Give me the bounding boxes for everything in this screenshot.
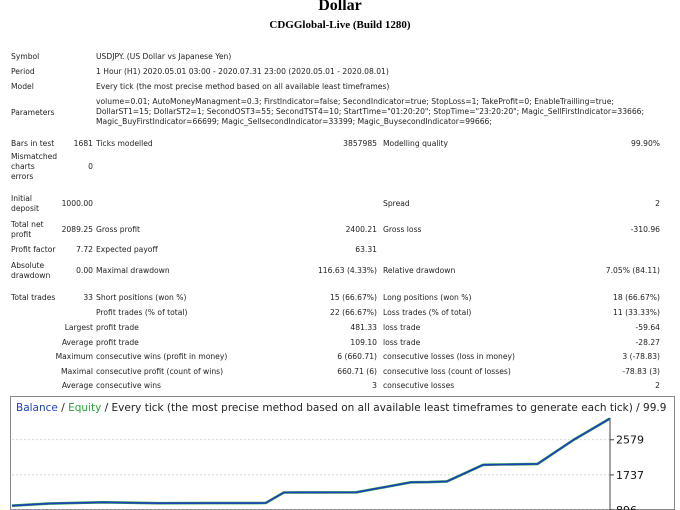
avg-profit-label: profit trade — [96, 338, 139, 347]
max-dd-label: Maximal drawdown — [96, 266, 170, 275]
short-value: 15 (66.67%) — [330, 293, 377, 302]
gross-loss-value: -310.96 — [630, 225, 660, 234]
deposit-value: 1000.00 — [61, 199, 93, 208]
spread-label: Spread — [383, 199, 410, 208]
maximal-loss-value: -78.83 (3) — [622, 367, 660, 376]
avg-losses-value: 2 — [655, 381, 660, 390]
model-value: Every tick (the most precise method base… — [96, 82, 390, 91]
trades-value: 33 — [83, 293, 93, 302]
profit-trades-value: 22 (66.67%) — [330, 308, 377, 317]
avg-loss-label: loss trade — [383, 338, 421, 347]
deposit-label-1: Initial — [11, 194, 33, 203]
gross-profit-label: Gross profit — [96, 225, 140, 234]
mismatch-label-3: errors — [11, 172, 34, 181]
report-title: Dollar — [318, 0, 362, 14]
profit-trades-label: Profit trades (% of total) — [96, 308, 188, 317]
max-wins-value: 6 (660.71) — [337, 352, 377, 361]
chart-title: Balance / Equity / Every tick (the most … — [16, 402, 666, 414]
bars-value: 1681 — [73, 139, 93, 148]
bars-label: Bars in test — [11, 139, 55, 148]
trades-label: Total trades — [11, 293, 56, 302]
quality-value: 99.90% — [631, 139, 660, 148]
max-losses-value: 3 (-78.83) — [622, 352, 660, 361]
abs-dd-label-2: drawdown — [11, 271, 51, 280]
largest-profit-value: 481.33 — [350, 323, 377, 332]
net-label-1: Total net — [11, 220, 44, 229]
maximal-profit-value: 660.71 (6) — [337, 367, 377, 376]
balance-equity-chart: Balance / Equity / Every tick (the most … — [10, 396, 675, 510]
long-value: 18 (66.67%) — [613, 293, 660, 302]
loss-trades-label: Loss trades (% of total) — [383, 308, 472, 317]
maximal-loss-label: consecutive loss (count of losses) — [383, 367, 511, 376]
parameters-line-1: volume=0.01; AutoMoneyManagment=0.3; Fir… — [96, 97, 614, 106]
net-label-2: profit — [11, 230, 32, 239]
avg-losses-label: consecutive losses — [383, 381, 455, 390]
abs-dd-label-1: Absolute — [11, 261, 45, 270]
mismatch-label-2: charts — [11, 162, 35, 171]
chart-title-sep: / — [58, 402, 68, 414]
symbol-label: Symbol — [11, 52, 40, 61]
abs-dd-value: 0.00 — [76, 266, 93, 275]
short-label: Short positions (won %) — [96, 293, 187, 302]
rel-dd-label: Relative drawdown — [383, 266, 456, 275]
payoff-label: Expected payoff — [96, 245, 158, 254]
largest-label: Largest — [64, 323, 93, 332]
max-dd-value: 116.63 (4.33%) — [317, 266, 377, 275]
maximum-label: Maximum — [55, 352, 93, 361]
avg-wins-value: 3 — [372, 381, 377, 390]
spread-value: 2 — [655, 199, 660, 208]
y-tick-label: 1737 — [616, 469, 644, 482]
largest-profit-label: profit trade — [96, 323, 139, 332]
gross-profit-value: 2400.21 — [345, 225, 377, 234]
ticks-label: Ticks modelled — [96, 139, 153, 148]
report-subtitle: CDGGlobal-Live (Build 1280) — [269, 19, 411, 31]
period-label: Period — [11, 67, 35, 76]
maximal-profit-label: consecutive profit (count of wins) — [96, 367, 224, 376]
avg-wins-label: consecutive wins — [96, 381, 162, 390]
balance-line — [11, 417, 611, 507]
maximal-label: Maximal — [61, 367, 93, 376]
deposit-label-2: deposit — [11, 204, 40, 213]
pf-value: 7.72 — [76, 245, 93, 254]
payoff-value: 63.31 — [355, 245, 377, 254]
average2-label: Average — [61, 381, 93, 390]
parameters-line-2: DollarST1=15; DollarST2=1; SecondOST3=55… — [96, 107, 645, 116]
gross-loss-label: Gross loss — [383, 225, 422, 234]
parameters-line-3: Magic_BuyFirstIndicator=66699; Magic_Sel… — [96, 117, 492, 126]
largest-loss-label: loss trade — [383, 323, 421, 332]
ticks-value: 3857985 — [343, 139, 377, 148]
mismatch-label-1: Mismatched — [11, 152, 58, 161]
pf-label: Profit factor — [11, 245, 56, 254]
symbol-value: USDJPY. (US Dollar vs Japanese Yen) — [96, 52, 232, 61]
model-label: Model — [11, 82, 34, 91]
max-losses-label: consecutive losses (loss in money) — [383, 352, 515, 361]
chart-title-balance: Balance — [16, 402, 58, 414]
net-value: 2089.25 — [61, 225, 93, 234]
period-value: 1 Hour (H1) 2020.05.01 03:00 - 2020.07.3… — [96, 67, 389, 76]
quality-label: Modelling quality — [383, 139, 449, 148]
loss-trades-value: 11 (33.33%) — [613, 308, 660, 317]
parameters-label: Parameters — [11, 108, 55, 117]
avg-loss-value: -28.27 — [635, 338, 660, 347]
chart-title-rest: / Every tick (the most precise method ba… — [101, 402, 666, 414]
chart-title-equity: Equity — [68, 402, 101, 414]
avg-profit-value: 109.10 — [350, 338, 377, 347]
mismatch-value: 0 — [88, 162, 93, 171]
long-label: Long positions (won %) — [383, 293, 472, 302]
average-label: Average — [61, 338, 93, 347]
y-tick-label: 896 — [616, 504, 637, 510]
rel-dd-value: 7.05% (84.11) — [605, 266, 660, 275]
y-tick-label: 2579 — [616, 434, 644, 447]
largest-loss-value: -59.64 — [635, 323, 660, 332]
max-wins-label: consecutive wins (profit in money) — [96, 352, 228, 361]
